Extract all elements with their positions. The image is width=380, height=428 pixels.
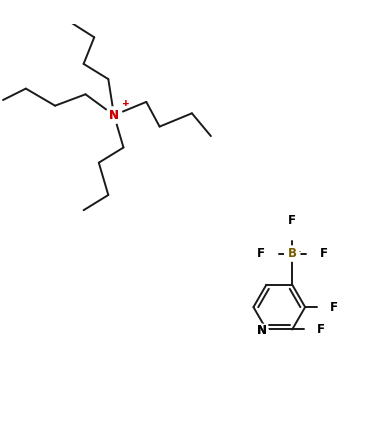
Text: N: N bbox=[256, 324, 266, 338]
Text: N: N bbox=[109, 109, 119, 122]
Text: F: F bbox=[256, 247, 264, 260]
Text: F: F bbox=[330, 300, 338, 314]
Text: +: + bbox=[122, 99, 130, 108]
Text: F: F bbox=[320, 247, 328, 260]
Text: +: + bbox=[122, 99, 130, 108]
Text: F: F bbox=[288, 214, 296, 227]
Text: F: F bbox=[317, 323, 325, 336]
Circle shape bbox=[106, 107, 122, 124]
Circle shape bbox=[285, 246, 300, 261]
Circle shape bbox=[255, 324, 268, 338]
Text: ·: · bbox=[298, 246, 302, 259]
Text: N: N bbox=[256, 324, 266, 338]
Text: B: B bbox=[288, 247, 297, 260]
Text: N: N bbox=[109, 109, 119, 122]
